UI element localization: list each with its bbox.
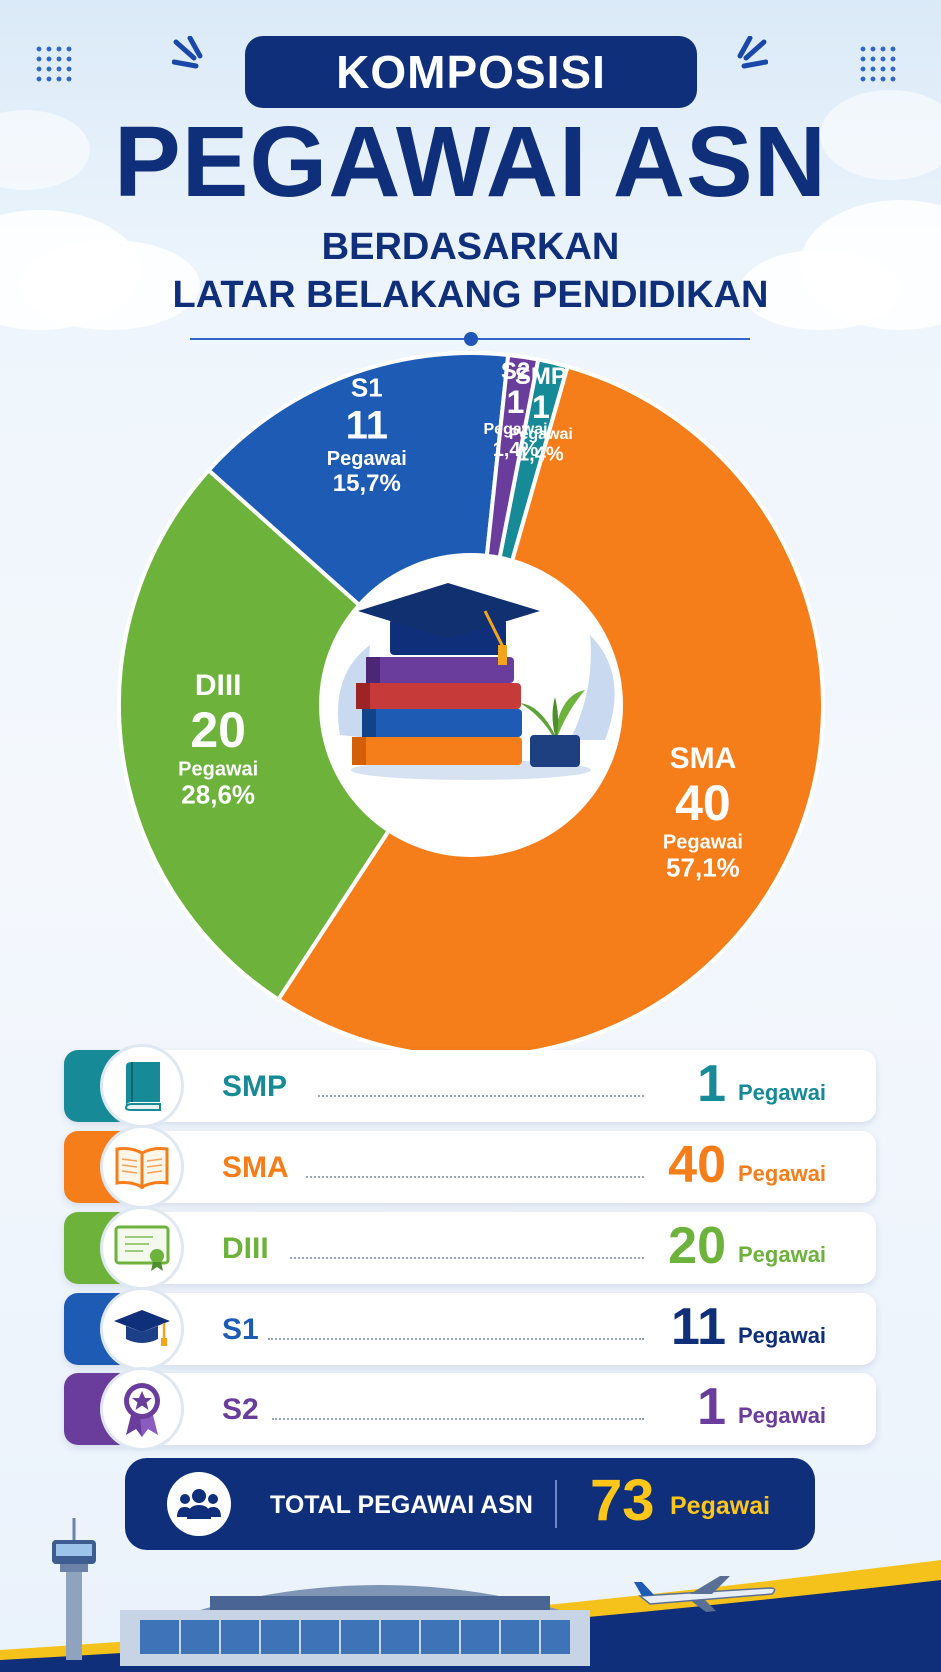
book-icon — [100, 1044, 184, 1128]
row-dotted-leader — [318, 1095, 644, 1097]
slice-value-label: 1 — [507, 384, 525, 420]
row-value: 20 — [668, 1217, 726, 1275]
title-divider-dot — [464, 332, 478, 346]
cloud-decoration — [740, 250, 900, 330]
slice-value-label: 40 — [675, 775, 731, 831]
row-category-name: DIII — [222, 1232, 269, 1265]
total-label: TOTAL PEGAWAI ASN — [270, 1491, 533, 1519]
slice-unit-label: Pegawai — [484, 421, 548, 438]
row-category-name: S1 — [222, 1313, 259, 1346]
list-item-diii: DIII 20 Pegawai — [64, 1206, 876, 1290]
row-dotted-leader — [306, 1176, 644, 1178]
award-ribbon-icon — [100, 1367, 184, 1451]
slice-value-label: 20 — [190, 702, 246, 758]
pill-title: KOMPOSISI — [336, 46, 606, 98]
row-value: 1 — [697, 1055, 726, 1113]
row-unit: Pegawai — [738, 1323, 827, 1348]
row-unit: Pegawai — [738, 1242, 827, 1267]
slice-unit-label: Pegawai — [327, 448, 407, 470]
total-value: 73 — [590, 1468, 655, 1533]
slice-value-label: 11 — [346, 404, 388, 448]
row-value: 40 — [668, 1136, 726, 1194]
list-item-s2: S2 1 Pegawai — [64, 1367, 876, 1451]
dot-grid-decoration — [34, 44, 74, 84]
list-item-s1: S1 11 Pegawai — [64, 1287, 876, 1371]
total-separator — [555, 1480, 557, 1528]
sparkle-lines-icon — [172, 36, 203, 69]
slice-category-label: DIII — [195, 669, 242, 702]
row-unit: Pegawai — [738, 1403, 827, 1428]
dot-grid-decoration — [858, 44, 898, 84]
total-bar: TOTAL PEGAWAI ASN 73 Pegawai — [125, 1458, 815, 1550]
certificate-icon — [100, 1206, 184, 1290]
slice-unit-label: Pegawai — [178, 759, 258, 781]
row-value: 1 — [697, 1378, 726, 1436]
slice-unit-label: Pegawai — [663, 831, 743, 853]
slice-percent-label: 1,4% — [518, 444, 564, 466]
total-unit: Pegawai — [670, 1492, 771, 1520]
education-donut-chart: SMP1Pegawai1,4%SMA40Pegawai57,1%DIII20Pe… — [117, 351, 825, 1059]
list-item-smp: SMP 1 Pegawai — [64, 1044, 876, 1128]
sparkle-lines-icon — [737, 36, 768, 69]
row-value: 11 — [671, 1298, 726, 1356]
slice-diii — [117, 467, 474, 1003]
slice-category-label: SMP — [515, 363, 567, 390]
subtitle-line-2: LATAR BELAKANG PENDIDIKAN — [172, 274, 769, 316]
list-item-sma: SMA 40 Pegawai — [64, 1125, 876, 1209]
airplane-icon — [634, 1576, 776, 1612]
people-group-icon — [167, 1472, 231, 1536]
slice-percent-label: 15,7% — [333, 470, 401, 497]
slice-unit-label: Pegawai — [509, 426, 573, 443]
cloud-decoration — [20, 240, 200, 330]
page-title: PEGAWAI ASN — [114, 106, 827, 218]
books-graduation-illustration — [338, 583, 615, 780]
row-category-name: SMP — [222, 1070, 288, 1103]
row-category-name: SMA — [222, 1151, 289, 1184]
row-dotted-leader — [290, 1257, 644, 1259]
slice-category-label: S2 — [501, 358, 530, 385]
slice-value-label: 1 — [532, 389, 550, 425]
row-dotted-leader — [268, 1338, 644, 1340]
slice-percent-label: 1,4% — [493, 439, 539, 461]
airport-scene-illustration — [0, 1518, 941, 1672]
title-pill: KOMPOSISI — [245, 36, 697, 108]
open-book-icon — [100, 1125, 184, 1209]
chart-labels: SMP1Pegawai1,4%SMA40Pegawai57,1%DIII20Pe… — [178, 358, 743, 882]
row-dotted-leader — [272, 1418, 644, 1420]
graduation-cap-icon — [100, 1287, 184, 1371]
row-unit: Pegawai — [738, 1080, 827, 1105]
subtitle-line-1: BERDASARKAN — [321, 226, 620, 268]
slice-percent-label: 57,1% — [666, 852, 740, 882]
cloud-decoration — [820, 90, 941, 180]
row-category-name: S2 — [222, 1393, 259, 1426]
slice-category-label: SMA — [670, 742, 737, 775]
slice-category-label: S1 — [351, 373, 383, 403]
slice-percent-label: 28,6% — [181, 780, 255, 810]
row-unit: Pegawai — [738, 1161, 827, 1186]
